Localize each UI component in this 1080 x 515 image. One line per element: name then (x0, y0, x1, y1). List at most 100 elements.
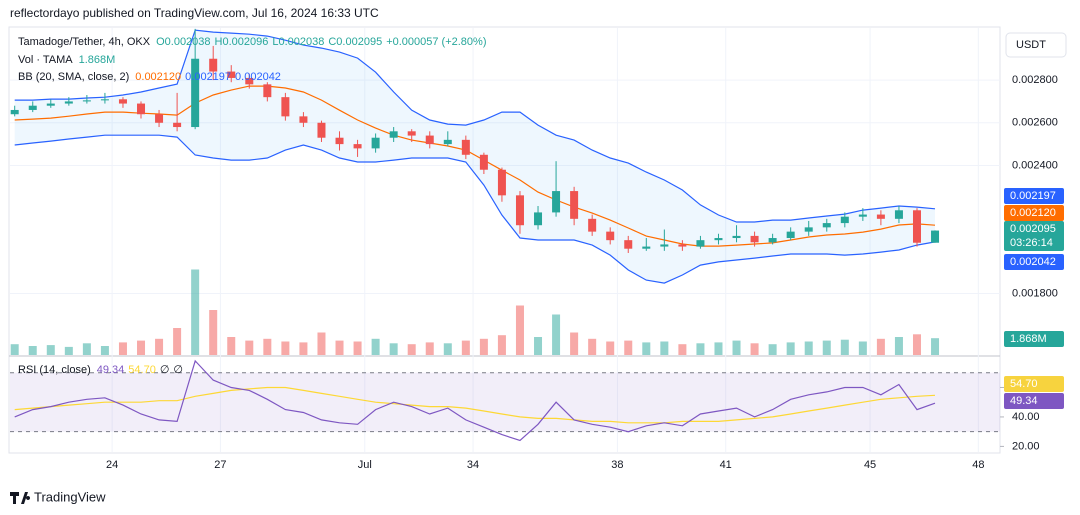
volume-bar (912, 334, 921, 355)
candle-body (389, 131, 398, 138)
rsi-null: ∅ (173, 364, 183, 376)
rsi-line (14, 359, 936, 442)
candle-body (696, 240, 705, 247)
bb-legend: BB (20, SMA, close, 2) 0.002120 0.002197 0.… (18, 71, 281, 83)
y-tick-label: 0.002400 (1012, 159, 1058, 171)
symbol: Tamadoge/Tether, 4h, OKX (18, 36, 151, 48)
x-tick-label: 27 (214, 459, 226, 471)
bb-name: BB (20, SMA, close, 2) (18, 71, 129, 83)
volume-bar (804, 341, 813, 355)
candle-body (155, 114, 164, 123)
ohlc-high: H0.002096 (215, 36, 269, 48)
volume-bar (443, 343, 452, 355)
candle-body (263, 84, 272, 98)
brand: TradingView (34, 489, 106, 504)
volume-bar (191, 269, 200, 355)
candle-body (624, 240, 633, 249)
volume-bar (155, 338, 164, 355)
volume-bar (588, 338, 597, 355)
candle-body (425, 135, 434, 145)
volume-bar (714, 342, 723, 355)
x-tick-label: 48 (972, 459, 984, 471)
close-box (1004, 221, 1064, 251)
candle-body (443, 139, 452, 145)
currency-button[interactable] (1005, 32, 1067, 58)
candle-body (371, 137, 380, 149)
volume-bar (696, 343, 705, 355)
volume-bar (281, 341, 290, 355)
candle-body (137, 103, 146, 115)
rsi-tick-label: 40.00 (1012, 411, 1040, 423)
candle-body (299, 116, 308, 123)
candle-body (714, 238, 723, 241)
candle-body (750, 235, 759, 243)
rsi-label: 49.34 (1010, 395, 1038, 407)
volume-bar (263, 338, 272, 355)
bb-upper-line (14, 29, 936, 223)
volume-bar (894, 337, 903, 355)
candle-body (497, 169, 506, 196)
candle-body (588, 218, 597, 232)
candle-body (407, 131, 416, 136)
candle-body (173, 122, 182, 128)
rsi-label-box (1004, 393, 1064, 409)
rsi-tick-label: 20.00 (1012, 440, 1040, 452)
candle-body (461, 139, 470, 155)
rsi-ma-line (14, 386, 936, 424)
volume-bar (317, 332, 326, 355)
volume-bar (46, 345, 55, 355)
rsi-legend: RSI (14, close) 49.34 54.70 ∅ ∅ (18, 364, 183, 376)
candle-body (100, 99, 109, 101)
volume-bar (606, 341, 615, 355)
candle-body (335, 137, 344, 145)
volume-bar (515, 305, 524, 355)
candle-body (245, 77, 254, 85)
volume-bar (822, 340, 831, 355)
vol-name: Vol · TAMA (18, 54, 73, 66)
volume-bar (534, 337, 543, 355)
brand-logo: TradingView (10, 489, 106, 504)
ohlc-open: O0.002038 (156, 36, 210, 48)
candle-body (678, 244, 687, 247)
bb-fill (14, 30, 935, 284)
volume-bar (389, 343, 398, 355)
basis-label: 0.002120 (1010, 207, 1056, 219)
candle-body (118, 99, 127, 104)
rsi-band (10, 372, 1000, 432)
rsi-null: ∅ (160, 364, 170, 376)
candle-body (606, 231, 615, 241)
candle-body (281, 97, 290, 117)
candle-body (46, 103, 55, 106)
candle-body (227, 71, 236, 78)
lower-label: 0.002042 (1010, 256, 1056, 268)
volume-bar (931, 338, 940, 355)
volume-bar (118, 342, 127, 355)
volume-bar (209, 310, 218, 355)
volume-bar (642, 342, 651, 355)
x-tick-label: 24 (106, 459, 118, 471)
candle-body (804, 227, 813, 232)
volume-bar (786, 342, 795, 355)
volume-bar (678, 344, 687, 355)
volume-bar (82, 343, 91, 355)
bb-basis: 0.002120 (135, 71, 181, 83)
frame (8, 26, 1001, 454)
y-tick-label: 0.001800 (1012, 287, 1058, 299)
change: +0.000057 (+2.80%) (386, 36, 486, 48)
currency: USDT (1016, 39, 1046, 51)
volume-bar (497, 335, 506, 355)
volume-bar (64, 346, 73, 355)
x-tick-label: 38 (611, 459, 623, 471)
candle-body (82, 100, 91, 102)
candle-body (894, 210, 903, 219)
rsi-ma-label: 54.70 (1010, 378, 1038, 390)
volume-bar (461, 340, 470, 355)
candle-body (191, 58, 200, 128)
volume-bar (660, 341, 669, 355)
x-tick-label: 34 (467, 459, 479, 471)
candle-body (353, 144, 362, 149)
candle-body (768, 238, 777, 243)
candle-body (209, 58, 218, 72)
volume-bar (876, 338, 885, 355)
